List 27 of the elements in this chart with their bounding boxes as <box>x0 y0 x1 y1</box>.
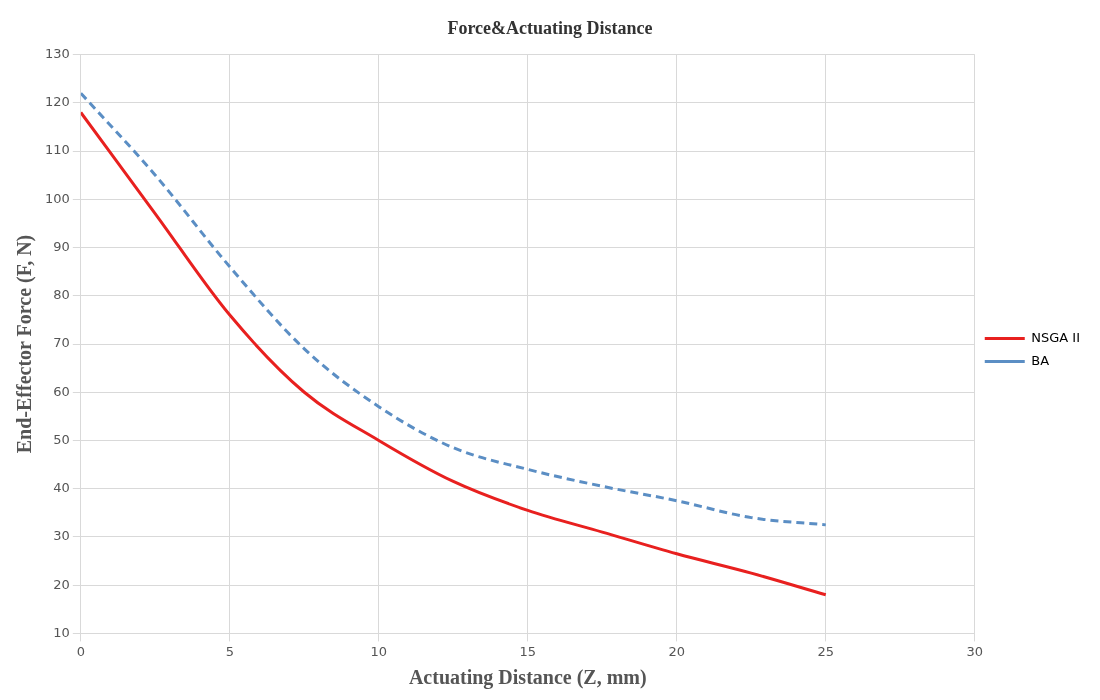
x-tick-label: 10 <box>370 643 388 659</box>
line-series <box>80 91 828 527</box>
x-tick-label: 0 <box>76 643 85 659</box>
y-tick-label: 80 <box>53 287 70 303</box>
legend-label: NSGA II <box>1031 329 1081 345</box>
line-series <box>80 110 828 597</box>
y-axis-title: End-Effector Force (F, N) <box>13 234 37 454</box>
legend-label: BA <box>1031 352 1050 368</box>
y-tick-label: 100 <box>44 190 70 206</box>
y-tick-label: 60 <box>53 383 70 399</box>
x-tick-label: 20 <box>668 643 686 659</box>
x-tick-label: 25 <box>817 643 835 659</box>
y-tick-label: 110 <box>44 142 70 158</box>
y-tick-label: 40 <box>53 480 70 496</box>
y-tick-label: 130 <box>44 45 70 61</box>
y-tick-label: 50 <box>53 431 70 447</box>
x-tick-label: 15 <box>519 643 537 659</box>
y-tick-label: 70 <box>53 335 70 351</box>
y-tick-label: 120 <box>44 94 70 110</box>
x-tick-label: 30 <box>966 643 984 659</box>
y-tick-label: 20 <box>53 576 70 592</box>
x-tick-label: 5 <box>225 643 234 659</box>
y-tick-label: 10 <box>53 624 70 640</box>
chart-title: Force&Actuating Distance <box>447 18 653 39</box>
x-axis-title: Actuating Distance (Z, mm) <box>408 666 647 690</box>
y-tick-label: 90 <box>53 238 70 254</box>
y-tick-label: 30 <box>53 528 70 544</box>
